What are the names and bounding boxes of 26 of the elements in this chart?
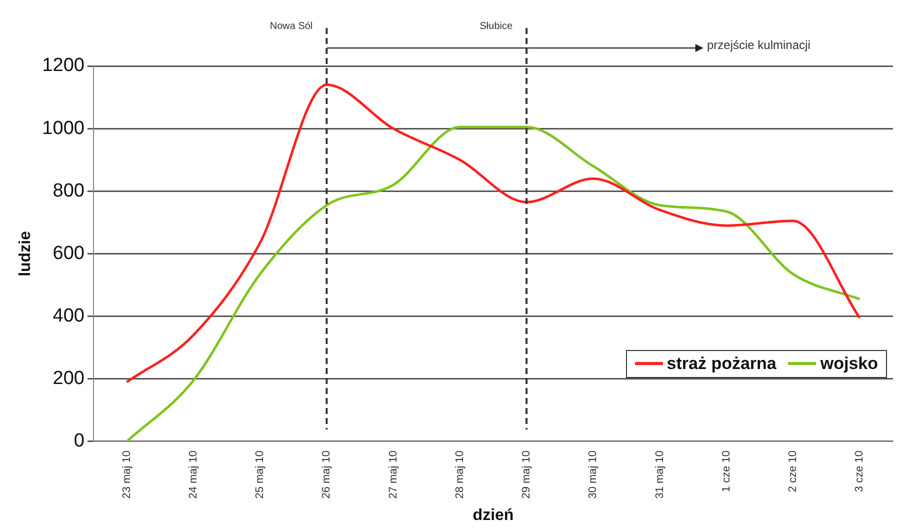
y-axis-title: ludzie xyxy=(17,230,34,276)
x-tick-label: 25 maj 10 xyxy=(254,450,266,499)
ref-line-label: Nowa Sól xyxy=(270,20,313,32)
x-tick-label: 29 maj 10 xyxy=(520,450,533,499)
x-tick-label: 2 cze 10 xyxy=(787,450,800,492)
x-tick-label: 26 maj 10 xyxy=(320,450,333,499)
x-tick-label: 1 cze 10 xyxy=(720,450,732,492)
x-axis-title: dzień xyxy=(472,506,514,524)
text: przejście kulminacji xyxy=(707,38,810,52)
legend-label: wojsko xyxy=(819,354,878,374)
x-tick-label: 24 maj 10 xyxy=(187,450,200,499)
x-tick-label: 27 maj 10 xyxy=(387,450,400,499)
y-tick-label: 600 xyxy=(52,242,84,264)
x-tick-label: 3 cze 10 xyxy=(854,450,866,492)
y-tick-label: 1000 xyxy=(42,118,84,139)
x-tick-label: 28 maj 10 xyxy=(454,450,466,499)
y-tick-label: 200 xyxy=(52,368,84,390)
x-tick-label: 30 maj 10 xyxy=(587,450,600,499)
y-tick-label: 800 xyxy=(52,180,84,202)
y-tick-label: 0 xyxy=(74,430,84,452)
legend-label: straż pożarna xyxy=(666,354,776,374)
y-tick-label: 400 xyxy=(52,306,84,327)
x-tick-label: 31 maj 10 xyxy=(654,450,666,499)
y-tick-label: 1200 xyxy=(42,55,84,76)
ref-line-label: Słubice xyxy=(480,20,513,32)
x-tick-label: 23 maj 10 xyxy=(120,450,133,499)
